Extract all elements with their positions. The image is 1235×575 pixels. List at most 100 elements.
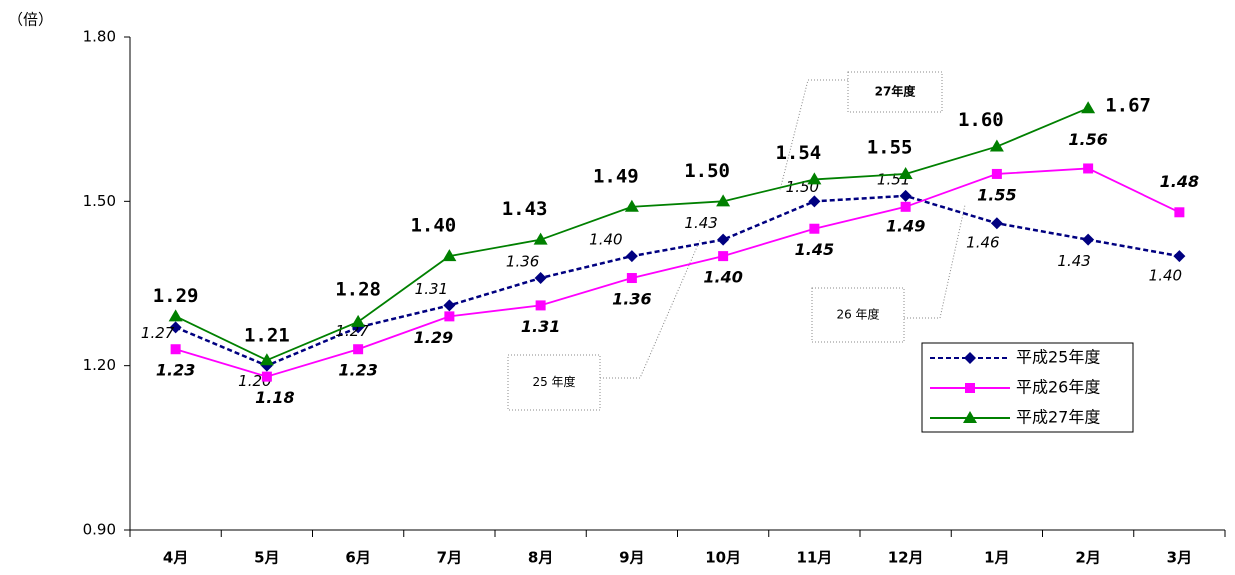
data-label: 1.60 bbox=[958, 109, 1004, 131]
data-label: 1.67 bbox=[1105, 95, 1151, 117]
marker bbox=[442, 249, 457, 262]
marker bbox=[808, 195, 821, 208]
data-label: 1.49 bbox=[593, 165, 639, 187]
legend-marker bbox=[965, 383, 975, 393]
y-tick-label: 1.80 bbox=[83, 28, 116, 46]
marker bbox=[444, 311, 455, 322]
x-tick-label: 6月 bbox=[345, 549, 370, 567]
data-label: 1.46 bbox=[966, 234, 999, 252]
x-tick-label: 7月 bbox=[437, 549, 462, 567]
marker bbox=[170, 344, 181, 355]
data-label: 1.29 bbox=[153, 285, 199, 307]
data-label: 1.55 bbox=[977, 185, 1016, 204]
marker bbox=[991, 168, 1002, 179]
callout-text: 27年度 bbox=[875, 84, 917, 99]
x-tick-label: 2月 bbox=[1075, 549, 1100, 567]
x-tick-label: 1月 bbox=[984, 549, 1009, 567]
data-label: 1.40 bbox=[1149, 267, 1182, 285]
marker bbox=[1081, 101, 1096, 114]
legend-label: 平成25年度 bbox=[1016, 348, 1100, 367]
data-label: 1.40 bbox=[703, 268, 742, 287]
x-tick-label: 11月 bbox=[796, 549, 832, 567]
x-tick-label: 9月 bbox=[619, 549, 644, 567]
marker bbox=[259, 353, 274, 366]
y-tick-label: 1.20 bbox=[83, 356, 116, 374]
data-label: 1.56 bbox=[1068, 130, 1107, 149]
series-line bbox=[175, 107, 1089, 362]
marker bbox=[1082, 233, 1095, 246]
marker bbox=[900, 201, 911, 212]
marker bbox=[168, 309, 183, 322]
data-label: 1.36 bbox=[506, 253, 539, 271]
marker bbox=[899, 189, 912, 202]
marker bbox=[717, 233, 730, 246]
marker bbox=[1083, 163, 1094, 174]
x-tick-label: 10月 bbox=[705, 549, 741, 567]
marker bbox=[990, 217, 1003, 230]
marker bbox=[1173, 250, 1186, 263]
marker bbox=[626, 273, 637, 284]
callout-leader bbox=[904, 204, 966, 319]
marker bbox=[261, 371, 272, 382]
marker bbox=[716, 194, 731, 207]
data-label: 1.43 bbox=[1057, 252, 1090, 270]
legend-label: 平成27年度 bbox=[1016, 408, 1100, 427]
data-label: 1.21 bbox=[244, 325, 290, 347]
marker bbox=[807, 172, 822, 185]
legend-marker bbox=[963, 411, 977, 423]
marker bbox=[718, 251, 729, 262]
data-label: 1.31 bbox=[415, 280, 448, 298]
legend-label: 平成26年度 bbox=[1016, 378, 1100, 397]
marker bbox=[533, 232, 548, 245]
callout-box bbox=[811, 287, 905, 343]
y-unit-label: （倍） bbox=[8, 11, 53, 29]
y-tick-label: 1.50 bbox=[83, 192, 116, 210]
data-label: 1.43 bbox=[684, 214, 717, 232]
marker bbox=[169, 321, 182, 334]
series-line bbox=[175, 194, 1180, 368]
marker bbox=[351, 314, 366, 327]
data-label: 1.31 bbox=[521, 317, 560, 336]
marker bbox=[443, 299, 456, 312]
data-label: 1.29 bbox=[414, 328, 453, 347]
marker bbox=[809, 223, 820, 234]
data-label: 1.40 bbox=[589, 231, 622, 249]
data-label: 1.50 bbox=[684, 160, 730, 182]
data-label: 1.36 bbox=[612, 290, 651, 309]
callout-text: 26 年度 bbox=[836, 307, 879, 322]
marker bbox=[625, 250, 638, 263]
callout-leader bbox=[600, 239, 701, 379]
data-label: 1.45 bbox=[795, 240, 834, 259]
callout-text: 25 年度 bbox=[532, 374, 575, 389]
marker bbox=[353, 344, 364, 355]
marker bbox=[989, 139, 1004, 152]
data-label: 1.55 bbox=[867, 136, 913, 158]
marker bbox=[1174, 207, 1185, 218]
x-tick-label: 12月 bbox=[888, 549, 924, 567]
callout-leader bbox=[779, 79, 848, 191]
x-tick-label: 3月 bbox=[1167, 549, 1192, 567]
marker bbox=[624, 199, 639, 212]
x-tick-label: 4月 bbox=[163, 549, 188, 567]
data-label: 1.43 bbox=[502, 198, 548, 220]
x-tick-label: 8月 bbox=[528, 549, 553, 567]
data-label: 1.48 bbox=[1160, 172, 1199, 191]
data-label: 1.54 bbox=[775, 142, 821, 164]
series-line bbox=[175, 167, 1180, 378]
marker bbox=[898, 166, 913, 179]
data-label: 1.40 bbox=[410, 215, 456, 237]
x-tick-label: 5月 bbox=[254, 549, 279, 567]
data-label: 1.23 bbox=[156, 361, 195, 380]
data-label: 1.27 bbox=[141, 324, 175, 342]
y-tick-label: 0.90 bbox=[83, 521, 116, 539]
legend-marker bbox=[964, 352, 976, 364]
data-label: 1.18 bbox=[255, 388, 294, 407]
marker bbox=[534, 272, 547, 285]
data-label: 1.23 bbox=[338, 361, 377, 380]
data-label: 1.49 bbox=[886, 216, 925, 235]
data-label: 1.28 bbox=[335, 278, 381, 300]
callout-box bbox=[847, 71, 943, 113]
marker bbox=[535, 300, 546, 311]
callout-box bbox=[507, 354, 601, 411]
